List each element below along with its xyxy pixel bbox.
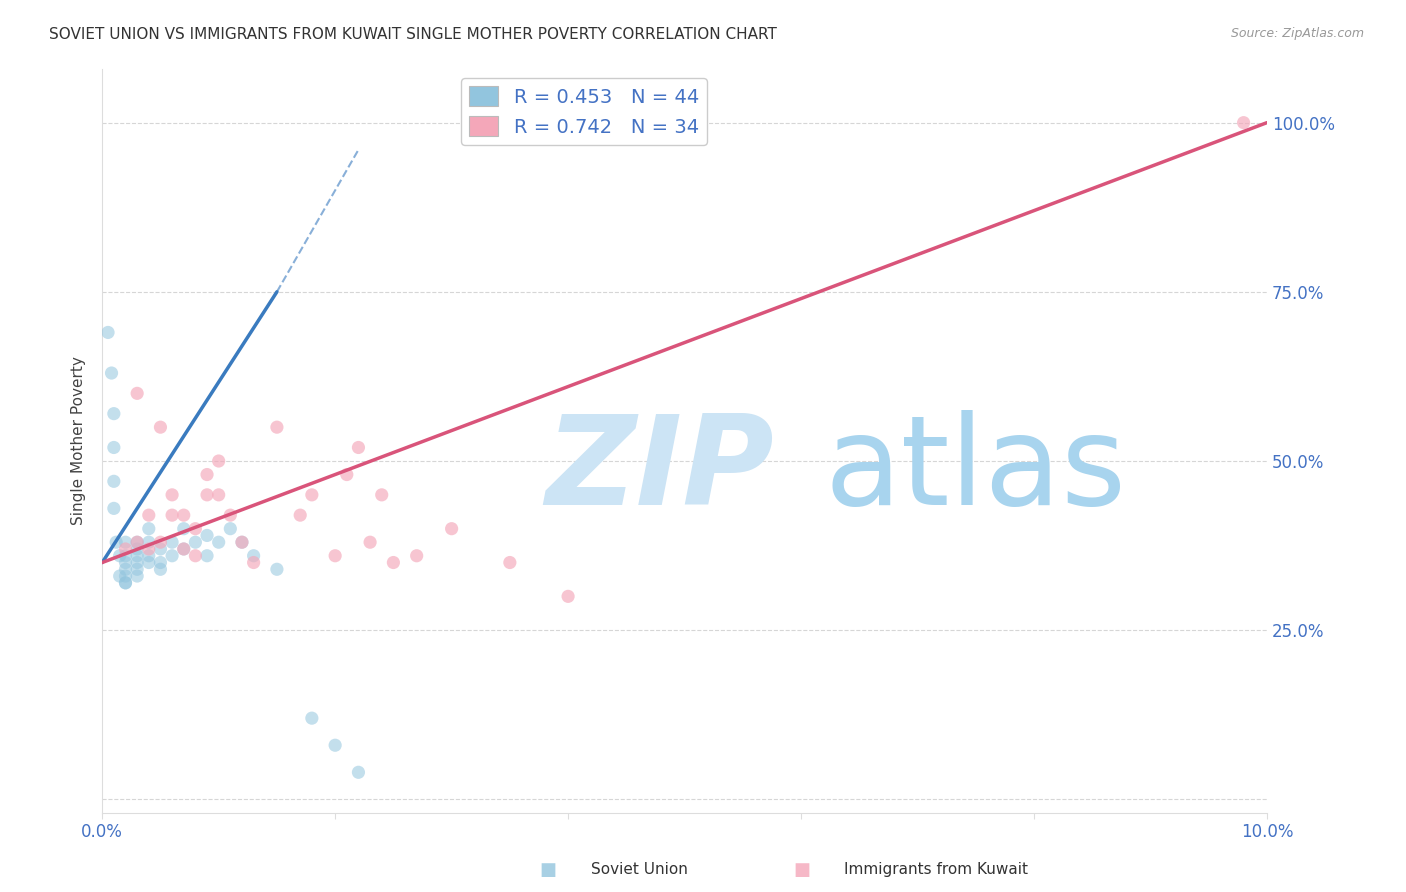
Point (219, 508, 242, 523)
Point (195, 467, 218, 482)
Point (149, 535, 172, 549)
Point (149, 556, 172, 570)
Text: ■: ■ (540, 861, 557, 879)
Point (347, 765, 370, 780)
Point (103, 407, 125, 421)
Point (242, 556, 264, 570)
Point (290, 508, 312, 523)
Text: Source: ZipAtlas.com: Source: ZipAtlas.com (1230, 27, 1364, 40)
Point (149, 420, 172, 434)
Point (108, 569, 131, 583)
Point (440, 522, 463, 536)
Point (371, 488, 394, 502)
Point (208, 535, 231, 549)
Point (108, 549, 131, 563)
Text: ZIP: ZIP (544, 410, 773, 531)
Point (266, 562, 288, 576)
Point (266, 420, 288, 434)
Point (105, 535, 128, 549)
Point (160, 488, 183, 502)
Point (103, 501, 125, 516)
Point (184, 549, 207, 563)
Point (405, 549, 427, 563)
Legend: R = 0.453   N = 44, R = 0.742   N = 34: R = 0.453 N = 44, R = 0.742 N = 34 (461, 78, 707, 145)
Text: atlas: atlas (824, 410, 1126, 531)
Point (127, 535, 149, 549)
Text: SOVIET UNION VS IMMIGRANTS FROM KUWAIT SINGLE MOTHER POVERTY CORRELATION CHART: SOVIET UNION VS IMMIGRANTS FROM KUWAIT S… (49, 27, 778, 42)
Point (359, 535, 381, 549)
Point (557, 590, 579, 604)
Point (149, 541, 172, 556)
Point (499, 556, 522, 570)
Point (149, 562, 172, 576)
Point (301, 711, 323, 725)
Point (173, 541, 195, 556)
Point (114, 556, 136, 570)
Point (160, 508, 183, 523)
Point (138, 549, 160, 563)
Point (323, 738, 346, 752)
Point (231, 535, 253, 549)
Point (100, 366, 122, 380)
Point (103, 441, 125, 455)
Point (138, 556, 160, 570)
Point (114, 549, 136, 563)
Point (103, 475, 125, 489)
Point (127, 569, 149, 583)
Point (195, 528, 218, 542)
Point (195, 488, 218, 502)
Point (114, 562, 136, 576)
Point (173, 508, 195, 523)
Point (138, 508, 160, 523)
Point (336, 467, 359, 482)
Point (173, 522, 195, 536)
Point (208, 488, 231, 502)
Point (231, 535, 253, 549)
Point (127, 556, 149, 570)
Point (97, 326, 120, 340)
Point (138, 541, 160, 556)
Point (114, 575, 136, 590)
Text: Immigrants from Kuwait: Immigrants from Kuwait (844, 863, 1028, 877)
Point (114, 569, 136, 583)
Point (347, 441, 370, 455)
Text: ■: ■ (793, 861, 810, 879)
Point (242, 549, 264, 563)
Point (114, 535, 136, 549)
Y-axis label: Single Mother Poverty: Single Mother Poverty (72, 356, 86, 525)
Point (160, 549, 183, 563)
Point (208, 454, 231, 468)
Point (127, 386, 149, 401)
Point (184, 535, 207, 549)
Point (114, 541, 136, 556)
Point (127, 549, 149, 563)
Point (1232, 116, 1254, 130)
Point (138, 535, 160, 549)
Point (323, 549, 346, 563)
Point (127, 541, 149, 556)
Point (219, 522, 242, 536)
Text: Soviet Union: Soviet Union (591, 863, 688, 877)
Point (160, 535, 183, 549)
Point (173, 541, 195, 556)
Point (127, 535, 149, 549)
Point (184, 522, 207, 536)
Point (301, 488, 323, 502)
Point (127, 562, 149, 576)
Point (382, 556, 405, 570)
Point (138, 522, 160, 536)
Point (195, 549, 218, 563)
Point (114, 575, 136, 590)
